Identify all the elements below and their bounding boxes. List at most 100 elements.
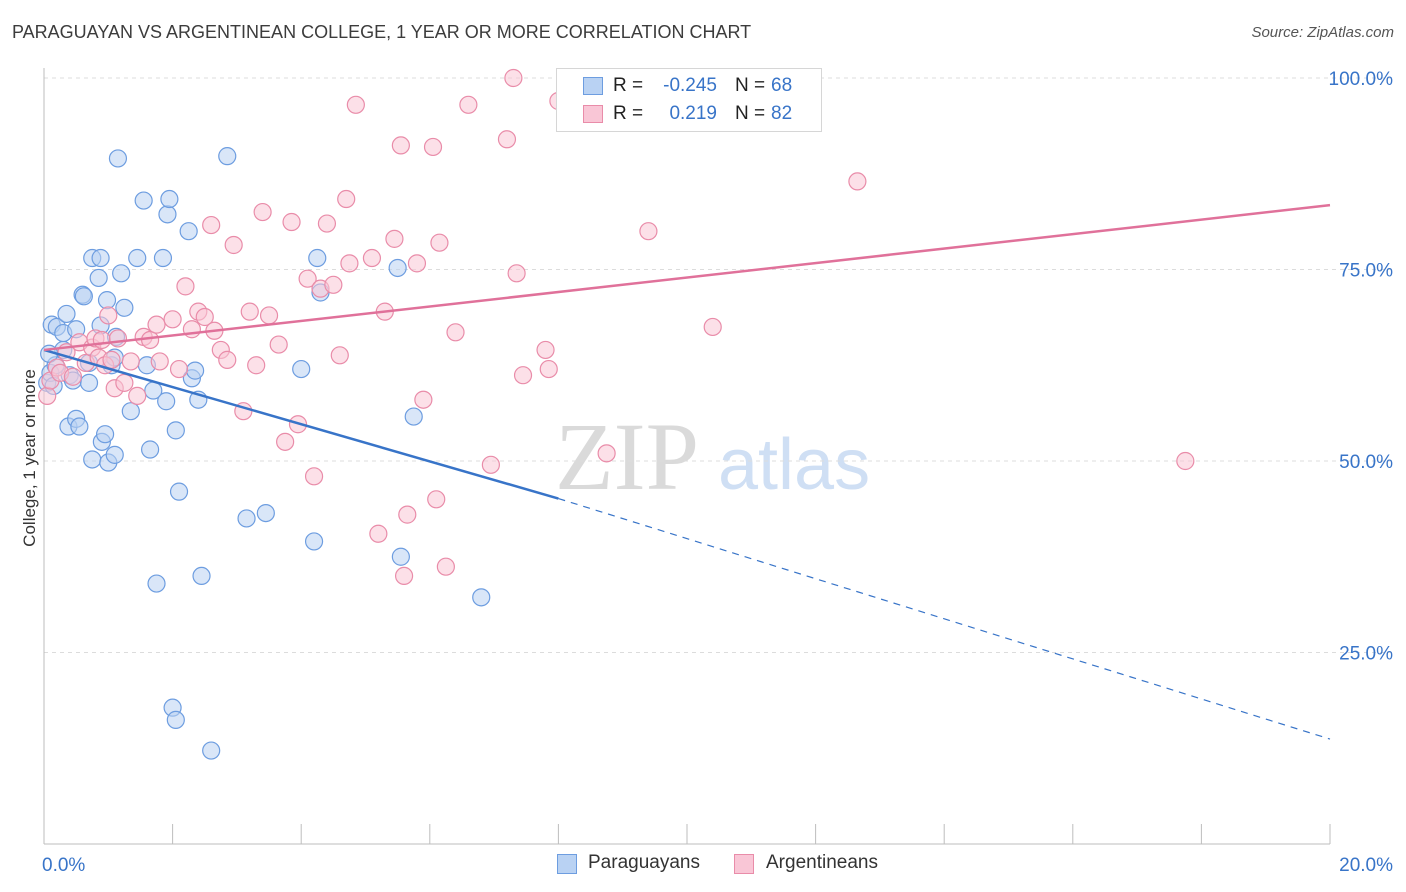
data-point <box>324 275 343 294</box>
data-point <box>507 264 526 283</box>
data-point <box>92 330 111 350</box>
data-point <box>176 277 195 296</box>
data-point <box>91 248 110 268</box>
data-point <box>430 233 449 252</box>
data-point <box>121 402 140 421</box>
bottom-legend-swatch-argentineans <box>734 854 754 874</box>
data-point <box>703 317 722 337</box>
data-point <box>70 417 89 436</box>
data-point <box>169 359 189 379</box>
data-point <box>179 222 198 241</box>
data-point <box>99 306 118 325</box>
data-point <box>497 130 517 149</box>
data-point <box>394 566 414 586</box>
data-point <box>304 467 324 486</box>
data-point <box>150 352 169 371</box>
data-point <box>218 147 237 166</box>
data-point <box>536 340 555 360</box>
data-point <box>108 329 128 348</box>
trend-line-paraguayans <box>43 348 559 500</box>
series-paraguayans <box>38 147 491 760</box>
data-point <box>74 287 93 306</box>
data-point <box>369 524 388 543</box>
data-point <box>158 205 177 224</box>
data-point <box>1176 451 1195 471</box>
data-point <box>147 574 166 593</box>
legend-n-value: 82 <box>771 103 793 124</box>
y-axis-label: College, 1 year or more <box>20 369 39 547</box>
data-point <box>192 566 211 586</box>
axes <box>43 68 1331 845</box>
trend-line-paraguayans-extension <box>558 497 1331 740</box>
x-tick-label: 20.0% <box>1339 855 1393 876</box>
data-point <box>388 258 407 278</box>
data-point <box>407 254 427 273</box>
data-point <box>292 359 311 379</box>
data-point <box>95 425 115 444</box>
data-point <box>259 306 279 325</box>
data-point <box>202 215 221 235</box>
data-point <box>89 268 108 288</box>
series-argentineans <box>38 68 1195 586</box>
trend-lines <box>43 203 1331 740</box>
data-point <box>472 588 491 607</box>
legend-swatch-argentineans <box>583 105 603 123</box>
data-point <box>298 269 317 288</box>
trend-line-argentineans <box>43 203 1331 352</box>
legend-row-argentineans: R = 0.219 N = 82 <box>557 100 821 128</box>
data-point <box>539 359 558 379</box>
watermark: ZIP atlas <box>555 403 870 510</box>
legend-n-value: 68 <box>771 75 793 96</box>
data-point <box>423 137 443 157</box>
data-point <box>282 212 301 232</box>
data-point <box>330 346 349 365</box>
data-point <box>140 440 160 459</box>
data-point <box>340 254 359 273</box>
legend-row-paraguayans: R = -0.245 N = 68 <box>557 72 821 100</box>
data-point <box>57 304 76 324</box>
y-tick-label: 50.0% <box>1339 452 1393 473</box>
data-point <box>108 149 128 168</box>
data-point <box>504 68 523 88</box>
data-point <box>157 392 176 411</box>
data-point <box>391 136 410 155</box>
data-point <box>404 407 423 426</box>
data-point <box>147 315 166 334</box>
data-point <box>304 532 324 551</box>
data-point <box>240 302 259 321</box>
legend-r-label: R = <box>613 103 644 124</box>
bottom-legend-swatch-paraguayans <box>557 854 577 874</box>
data-point <box>269 335 288 354</box>
data-point <box>160 189 179 209</box>
data-point <box>385 229 404 248</box>
data-point <box>247 356 266 375</box>
data-point <box>115 298 134 317</box>
y-tick-label: 25.0% <box>1339 644 1393 665</box>
data-point <box>102 350 121 369</box>
data-point <box>38 386 57 405</box>
data-point <box>140 330 160 350</box>
data-point <box>253 202 272 222</box>
data-point <box>597 444 616 463</box>
data-point <box>414 390 433 409</box>
data-point <box>115 373 134 392</box>
y-tick-label: 75.0% <box>1339 261 1393 282</box>
bottom-legend-paraguayans: Paraguayans <box>588 852 700 873</box>
data-point <box>848 172 867 191</box>
data-point <box>83 450 102 469</box>
data-point <box>436 557 455 576</box>
data-point <box>398 505 417 524</box>
data-point <box>224 235 243 255</box>
data-point <box>427 490 446 509</box>
data-point <box>276 432 295 451</box>
data-point <box>153 248 173 268</box>
data-point <box>166 710 185 730</box>
data-point <box>362 248 382 268</box>
legend-swatch-paraguayans <box>583 77 603 95</box>
x-tick-label: 0.0% <box>42 855 85 876</box>
chart-title: PARAGUAYAN VS ARGENTINEAN COLLEGE, 1 YEA… <box>12 22 752 42</box>
data-point <box>186 361 205 380</box>
gridlines <box>44 77 1392 653</box>
data-point <box>134 191 153 210</box>
